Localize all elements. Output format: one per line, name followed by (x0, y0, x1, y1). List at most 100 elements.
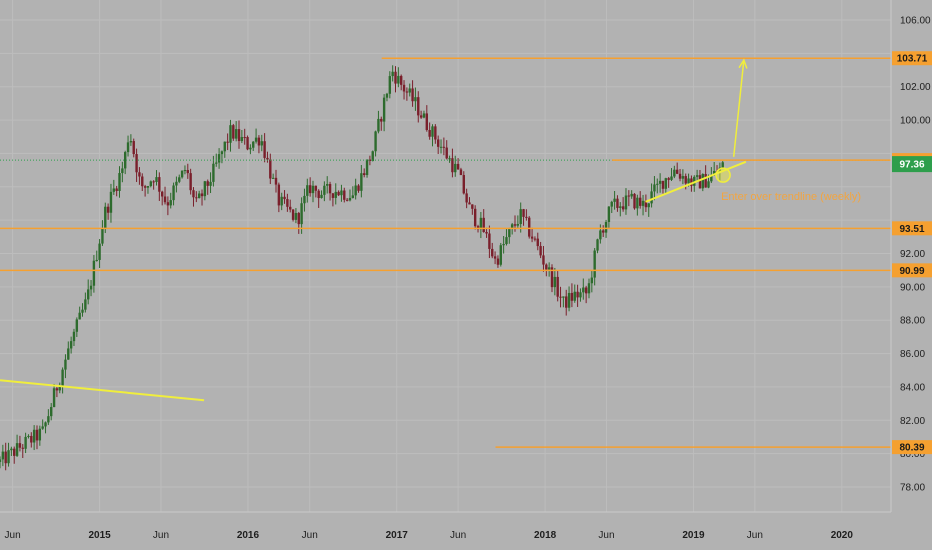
candle (166, 202, 170, 206)
candle (195, 197, 198, 199)
candle (661, 180, 665, 189)
candle (690, 178, 693, 186)
candle (232, 125, 235, 139)
candle (263, 141, 266, 158)
candle (30, 435, 33, 443)
candle (658, 180, 662, 184)
candle (505, 237, 508, 245)
time-axis[interactable]: Jun 2015 Jun 2016 Jun 2017 Jun 2018 Jun 2019 Jun 20… (5, 530, 854, 541)
candle (257, 137, 261, 146)
candle (621, 206, 625, 210)
candle (209, 181, 212, 186)
time-tick-label: 2018 (534, 530, 557, 541)
candle (459, 169, 463, 176)
candle (556, 276, 559, 297)
candle (616, 198, 619, 208)
candle (121, 168, 124, 174)
candle (721, 162, 724, 168)
candle (308, 185, 312, 194)
candle (436, 139, 440, 147)
candle (502, 244, 505, 246)
price-tick-label: 88.00 (900, 316, 925, 327)
trendline[interactable] (645, 160, 747, 203)
candle (519, 209, 522, 225)
candle (445, 147, 448, 159)
price-tick-label: 102.00 (900, 82, 931, 93)
candle (351, 195, 355, 198)
candle (303, 195, 306, 204)
candle (562, 296, 565, 298)
candle (149, 181, 153, 187)
candle (223, 141, 226, 152)
candle (636, 197, 639, 209)
candle (627, 195, 631, 197)
candle (334, 191, 337, 198)
candle (123, 152, 127, 169)
candle (510, 224, 514, 229)
candle (260, 141, 263, 146)
candle (712, 170, 716, 175)
candle (343, 190, 346, 200)
candle (411, 88, 414, 102)
entry-marker[interactable] (715, 167, 731, 183)
level-lines (0, 57, 891, 448)
candle (129, 141, 133, 143)
candle (496, 258, 500, 265)
candle (542, 255, 545, 265)
candle (109, 191, 113, 213)
candle (431, 126, 434, 137)
trendline[interactable] (0, 379, 205, 402)
candle (602, 230, 605, 233)
candle (206, 181, 209, 186)
candle (442, 146, 446, 148)
candle (391, 71, 394, 77)
candle (718, 167, 722, 173)
candle (98, 243, 101, 260)
candle (516, 224, 520, 226)
candle (340, 190, 343, 196)
candle (454, 163, 457, 173)
price-axis[interactable]: 78.00 80.00 82.00 84.00 86.00 88.00 90.00 92.00… (900, 16, 931, 494)
candle (24, 436, 27, 449)
candle (106, 206, 110, 213)
candle (314, 185, 318, 191)
candle (670, 176, 673, 180)
candle (639, 197, 642, 206)
candle (69, 341, 73, 349)
candle (422, 113, 426, 118)
candle (306, 185, 309, 196)
candle (365, 159, 369, 176)
candle (530, 236, 534, 239)
candle (491, 248, 494, 257)
price-tick-label: 100.00 (900, 116, 931, 127)
candle (180, 170, 184, 178)
candle (417, 97, 420, 116)
candle (456, 163, 460, 170)
candle (203, 181, 207, 197)
candle (533, 238, 537, 240)
candle (15, 443, 19, 456)
candle (155, 177, 158, 182)
candle (75, 319, 79, 332)
level-label-box (892, 440, 932, 455)
candle (1, 451, 5, 460)
candle (58, 385, 61, 391)
candle (576, 291, 579, 298)
candle (61, 369, 64, 386)
time-tick-label: Jun (747, 530, 763, 541)
level-label: 90.99 (899, 266, 924, 277)
candle (567, 292, 571, 308)
price-tick-label: 78.00 (900, 482, 925, 493)
price-tick-label: 80.00 (900, 449, 925, 460)
candle (18, 443, 22, 448)
target-arrow[interactable] (732, 59, 745, 157)
candle (89, 285, 93, 290)
candle (95, 259, 98, 261)
candle (653, 184, 656, 192)
candle (217, 154, 221, 163)
candle (545, 264, 548, 270)
candle (408, 88, 411, 93)
candle (590, 277, 594, 284)
candle (7, 450, 10, 464)
